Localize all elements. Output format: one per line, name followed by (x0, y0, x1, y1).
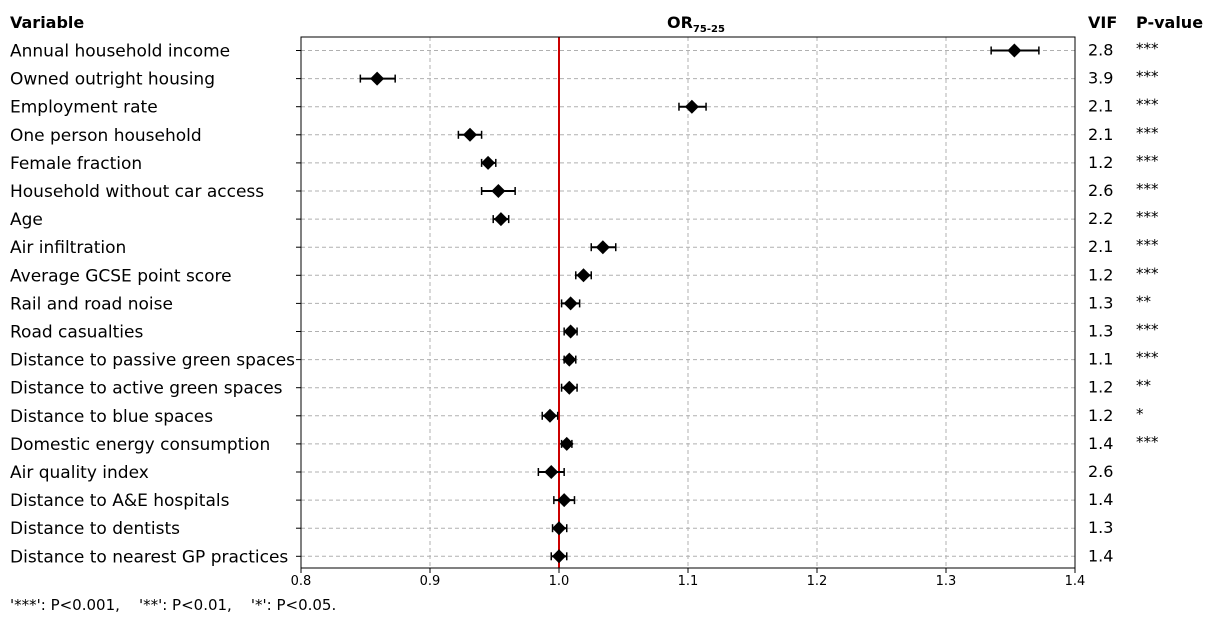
rows: Annual household income 2.8 ***Owned outri… (10, 40, 1159, 568)
vif-value: 1.4 (1088, 490, 1113, 509)
pvalue-stars: *** (1136, 124, 1159, 142)
odds-ratio-marker (552, 549, 566, 564)
odds-ratio-marker (559, 436, 574, 451)
odds-ratio-marker (491, 184, 506, 198)
odds-ratio-marker (370, 71, 385, 86)
vif-value: 2.1 (1088, 97, 1113, 116)
header-vif: VIF (1088, 13, 1117, 32)
odds-ratio-marker (542, 408, 557, 423)
x-tick-label: 1.3 (936, 574, 957, 589)
variable-label: Distance to dentists (10, 519, 180, 539)
vif-value: 1.4 (1088, 546, 1113, 565)
pvalue-stars: *** (1136, 68, 1159, 86)
odds-ratio-marker (684, 99, 699, 114)
variable-label: Age (10, 210, 43, 230)
variable-label: Female fraction (10, 154, 142, 174)
pvalue-stars: ** (1136, 377, 1152, 395)
header-or: OR75-25 (667, 13, 725, 35)
vif-value: 1.2 (1088, 153, 1113, 172)
vif-value: 2.6 (1088, 462, 1113, 481)
variable-label: Distance to blue spaces (10, 407, 213, 427)
grid (301, 37, 1075, 568)
vif-value: 2.2 (1088, 209, 1113, 228)
variable-label: Average GCSE point score (10, 266, 232, 286)
x-axis-ticks: 0.8 0.9 1.0 1.1 1.2 1.3 1.4 (291, 50, 1086, 589)
pvalue-stars: ** (1136, 292, 1152, 310)
vif-value: 2.8 (1088, 41, 1113, 60)
vif-value: 1.3 (1088, 322, 1113, 341)
variable-label: Owned outright housing (10, 70, 215, 90)
variable-label: Air infiltration (10, 238, 126, 258)
variable-label: Distance to nearest GP practices (10, 547, 288, 567)
header-variable: Variable (10, 13, 84, 32)
vif-value: 1.3 (1088, 518, 1113, 537)
variable-label: Household without car access (10, 182, 264, 202)
pvalue-stars: *** (1136, 152, 1159, 170)
vif-value: 1.2 (1088, 406, 1113, 425)
odds-ratio-marker (563, 324, 578, 339)
odds-ratio-marker (544, 465, 559, 479)
vif-value: 2.1 (1088, 237, 1113, 256)
odds-ratio-marker (562, 380, 577, 395)
pvalue-stars: *** (1136, 349, 1159, 367)
x-tick-label: 1.0 (549, 574, 570, 589)
pvalue-stars: *** (1136, 321, 1159, 339)
variable-label: Distance to active green spaces (10, 379, 283, 399)
header-or-main: OR (667, 13, 693, 32)
odds-ratio-marker (563, 296, 578, 311)
pvalue-stars: *** (1136, 180, 1159, 198)
variable-label: Distance to A&E hospitals (10, 491, 230, 511)
vif-value: 1.2 (1088, 265, 1113, 284)
pvalue-stars: *** (1136, 208, 1159, 226)
vif-value: 2.1 (1088, 125, 1113, 144)
odds-ratio-marker (562, 352, 577, 367)
x-tick-label: 1.2 (807, 574, 828, 589)
x-tick-label: 1.4 (1065, 574, 1086, 589)
odds-ratio-marker (595, 240, 610, 255)
variable-label: Air quality index (10, 463, 149, 483)
header-pvalue: P-value (1136, 13, 1203, 32)
variable-label: One person household (10, 126, 202, 146)
variable-label: Employment rate (10, 98, 158, 118)
variable-label: Distance to passive green spaces (10, 351, 295, 371)
vif-value: 2.6 (1088, 181, 1113, 200)
odds-ratio-marker (576, 268, 591, 283)
odds-ratio-marker (557, 493, 572, 508)
variable-label: Rail and road noise (10, 294, 173, 314)
significance-footnote: '***': P<0.001, '**': P<0.01, '*': P<0.0… (10, 596, 337, 614)
vif-value: 1.2 (1088, 378, 1113, 397)
odds-ratio-marker (481, 155, 496, 170)
variable-label: Road casualties (10, 323, 143, 343)
header-or-subscript: 75-25 (693, 24, 725, 35)
x-tick-label: 0.9 (420, 574, 441, 589)
x-tick-label: 1.1 (678, 574, 699, 589)
odds-ratio-marker (493, 212, 508, 227)
vif-value: 1.4 (1088, 434, 1113, 453)
pvalue-stars: *** (1136, 433, 1159, 451)
odds-ratio-marker (552, 521, 566, 536)
odds-ratio-marker (1007, 43, 1022, 58)
vif-value: 3.9 (1088, 69, 1113, 88)
variable-label: Domestic energy consumption (10, 435, 270, 455)
variable-label: Annual household income (10, 42, 230, 62)
pvalue-stars: *** (1136, 264, 1159, 282)
pvalue-stars: *** (1136, 236, 1159, 254)
odds-ratio-marker (462, 127, 477, 142)
vif-value: 1.3 (1088, 293, 1113, 312)
pvalue-stars: *** (1136, 96, 1159, 114)
x-tick-label: 0.8 (291, 574, 312, 589)
pvalue-stars: *** (1136, 40, 1159, 58)
vif-value: 1.1 (1088, 350, 1113, 369)
pvalue-stars: * (1136, 405, 1144, 423)
